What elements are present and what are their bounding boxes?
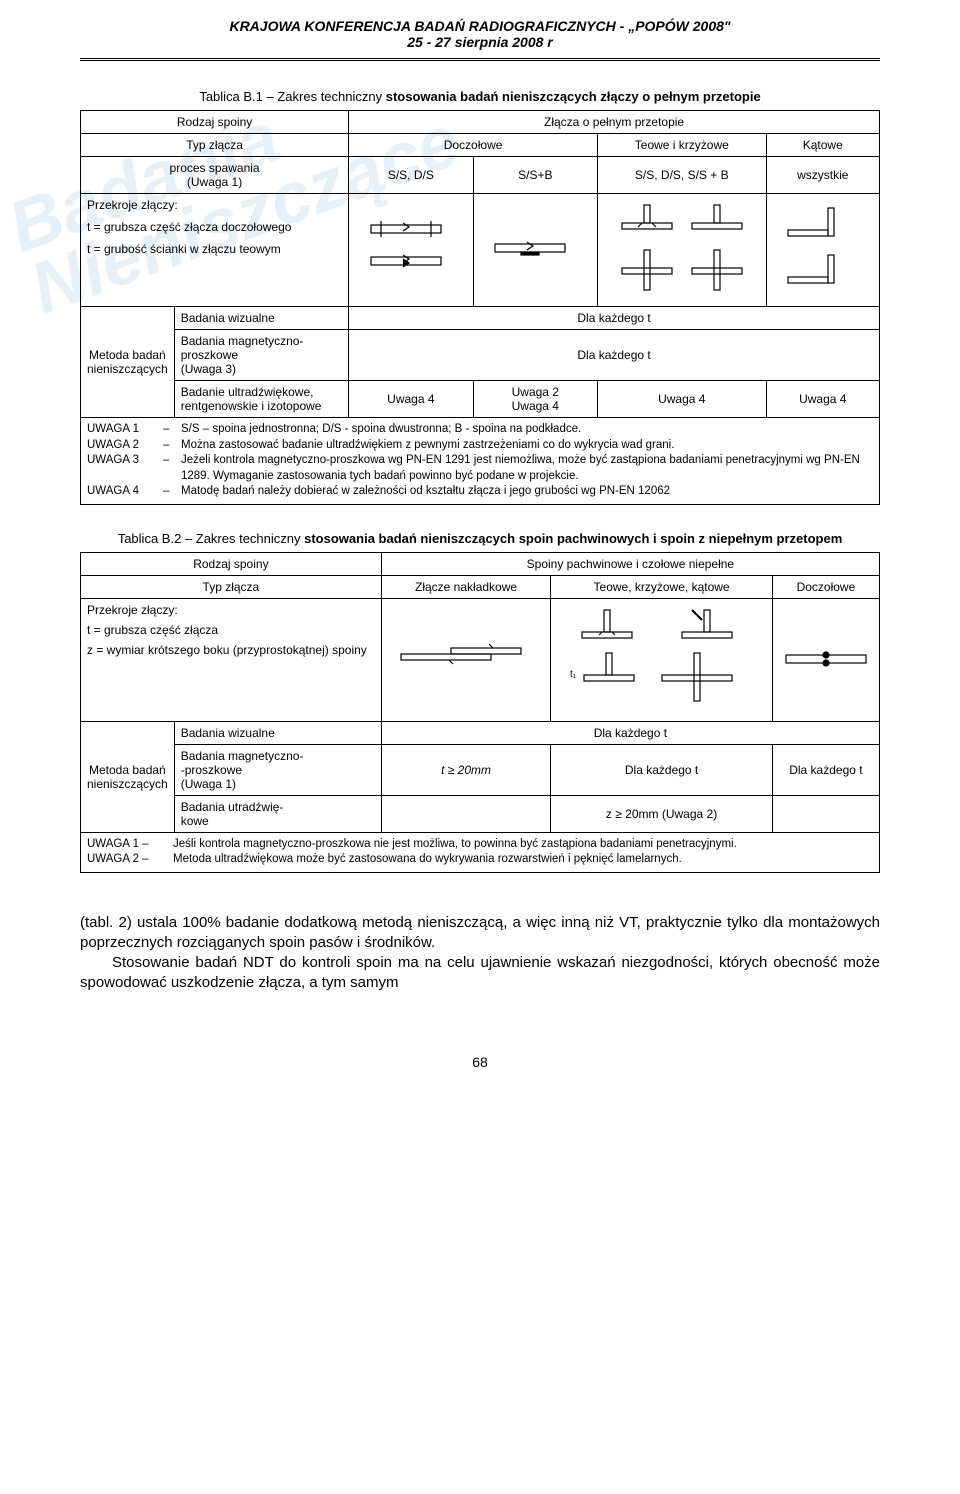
b2-typ-c1: Złącze nakładkowe — [381, 575, 551, 598]
b2-bw-val: Dla każdego t — [381, 721, 879, 744]
b2-n2-v: Metoda ultradźwiękowa może być zastosowa… — [173, 852, 682, 868]
b1-proces-label: proces spawania (Uwaga 1) — [81, 157, 349, 194]
body-p2: Stosowanie badań NDT do kontroli spoin m… — [80, 953, 880, 994]
b2-n1-v: Jeśli kontrola magnetyczno-proszkowa nie… — [173, 837, 737, 853]
b2-schematic-butt — [772, 598, 879, 721]
b1-typ-c3: Teowe i krzyżowe — [598, 134, 767, 157]
b1-schematic-butt1 — [349, 194, 473, 307]
b1-typ-label: Typ złącza — [81, 134, 349, 157]
header-line2: 25 - 27 sierpnia 2008 r — [80, 34, 880, 50]
b2-schematic-lap — [381, 598, 551, 721]
b1-n1-k: UWAGA 1 — [87, 422, 157, 438]
tableB1: Rodzaj spoiny Złącza o pełnym przetopie … — [80, 110, 880, 505]
b2-rodzaj-label: Rodzaj spoiny — [81, 552, 382, 575]
b2-przekroje-cell: Przekroje złączy: t = grubsza część złąc… — [81, 598, 382, 721]
page-number: 68 — [80, 1054, 880, 1070]
b1-n1-v: S/S – spoina jednostronna; D/S - spoina … — [181, 422, 581, 438]
b1-ut-label: Badanie ultradźwiękowe, rentgenowskie i … — [174, 381, 348, 418]
b2-mp-c1: t ≥ 20mm — [381, 744, 551, 795]
b1-przekroje-t2: t = grubość ścianki w złączu teowym — [87, 242, 342, 256]
b1-typ-c4: Kątowe — [766, 134, 879, 157]
tableB2-caption-label: Tablica B.2 – Zakres techniczny — [118, 531, 304, 546]
b2-n2-k: UWAGA 2 – — [87, 852, 167, 868]
b2-przekroje-header: Przekroje złączy: — [87, 603, 375, 617]
b1-metoda-label: Metoda badań nieniszczących — [81, 307, 175, 418]
tableB1-caption-bold: stosowania badań nieniszczących złączy o… — [386, 89, 761, 104]
b2-metoda-label: Metoda badań nieniszczących — [81, 721, 175, 832]
b1-n2-v: Można zastosować badanie ultradźwiękiem … — [181, 438, 674, 454]
b2-schematic-tee: t₁ — [551, 598, 773, 721]
b2-typ-label: Typ złącza — [81, 575, 382, 598]
b1-proces-c4: wszystkie — [766, 157, 879, 194]
b2-ut-c1 — [381, 795, 551, 832]
b1-schematic-butt2 — [473, 194, 597, 307]
b1-n4-v: Matodę badań należy dobierać w zależnośc… — [181, 484, 670, 500]
b1-ut-c2: Uwaga 2 Uwaga 4 — [473, 381, 597, 418]
b1-n3-v: Jeżeli kontrola magnetyczno-proszkowa wg… — [181, 453, 873, 484]
page-header: KRAJOWA KONFERENCJA BADAŃ RADIOGRAFICZNY… — [80, 18, 880, 54]
b1-schematic-tee — [598, 194, 767, 307]
b1-schematic-corner — [766, 194, 879, 307]
tableB2-caption: Tablica B.2 – Zakres techniczny stosowan… — [80, 531, 880, 546]
b1-proces-c1: S/S, D/S — [349, 157, 473, 194]
svg-text:t₁: t₁ — [570, 669, 577, 680]
b1-n4-k: UWAGA 4 — [87, 484, 157, 500]
tableB1-caption-label: Tablica B.1 – Zakres techniczny — [199, 89, 385, 104]
b2-mp-c2: Dla każdego t — [551, 744, 773, 795]
b1-n3-k: UWAGA 3 — [87, 453, 157, 484]
tableB2-caption-bold: stosowania badań nieniszczących spoin pa… — [304, 531, 842, 546]
b2-rodzaj-value: Spoiny pachwinowe i czołowe niepełne — [381, 552, 879, 575]
b2-n1-k: UWAGA 1 – — [87, 837, 167, 853]
body-text: (tabl. 2) ustala 100% badanie dodatkową … — [80, 913, 880, 994]
b1-mp-label: Badania magnetyczno-proszkowe (Uwaga 3) — [174, 330, 348, 381]
b1-ut-c4: Uwaga 4 — [766, 381, 879, 418]
b2-mp-c3: Dla każdego t — [772, 744, 879, 795]
b2-mp-label: Badania magnetyczno- -proszkowe (Uwaga 1… — [174, 744, 381, 795]
tableB2: Rodzaj spoiny Spoiny pachwinowe i czołow… — [80, 552, 880, 873]
body-p1: (tabl. 2) ustala 100% badanie dodatkową … — [80, 914, 880, 951]
b2-bw-label: Badania wizualne — [174, 721, 381, 744]
b2-ut-label: Badania utradźwię- kowe — [174, 795, 381, 832]
b2-ut-c2: z ≥ 20mm (Uwaga 2) — [551, 795, 773, 832]
header-line1: KRAJOWA KONFERENCJA BADAŃ RADIOGRAFICZNY… — [80, 18, 880, 34]
b2-typ-c2: Teowe, krzyżowe, kątowe — [551, 575, 773, 598]
b1-przekroje-t1: t = grubsza część złącza doczołowego — [87, 220, 342, 234]
b2-przekroje-z: z = wymiar krótszego boku (przyprostokąt… — [87, 643, 375, 657]
b1-proces-c3: S/S, D/S, S/S + B — [598, 157, 767, 194]
b1-mp-val: Dla każdego t — [349, 330, 880, 381]
header-rule — [80, 58, 880, 61]
b1-ut-c3: Uwaga 4 — [598, 381, 767, 418]
b1-ut-c1: Uwaga 4 — [349, 381, 473, 418]
b2-ut-c3 — [772, 795, 879, 832]
b1-rodzaj-label: Rodzaj spoiny — [81, 111, 349, 134]
b1-typ-c1: Doczołowe — [349, 134, 598, 157]
b1-bw-label: Badania wizualne — [174, 307, 348, 330]
b1-n2-k: UWAGA 2 — [87, 438, 157, 454]
b2-typ-c3: Doczołowe — [772, 575, 879, 598]
tableB1-caption: Tablica B.1 – Zakres techniczny stosowan… — [80, 89, 880, 104]
b1-przekroje-cell: Przekroje złączy: t = grubsza część złąc… — [81, 194, 349, 307]
b2-przekroje-t: t = grubsza część złącza — [87, 623, 375, 637]
b1-przekroje-header: Przekroje złączy: — [87, 198, 342, 212]
b1-bw-val: Dla każdego t — [349, 307, 880, 330]
b2-notes: UWAGA 1 – Jeśli kontrola magnetyczno-pros… — [81, 832, 880, 872]
b1-notes: UWAGA 1–S/S – spoina jednostronna; D/S -… — [81, 418, 880, 505]
b1-rodzaj-value: Złącza o pełnym przetopie — [349, 111, 880, 134]
b1-proces-c2: S/S+B — [473, 157, 597, 194]
